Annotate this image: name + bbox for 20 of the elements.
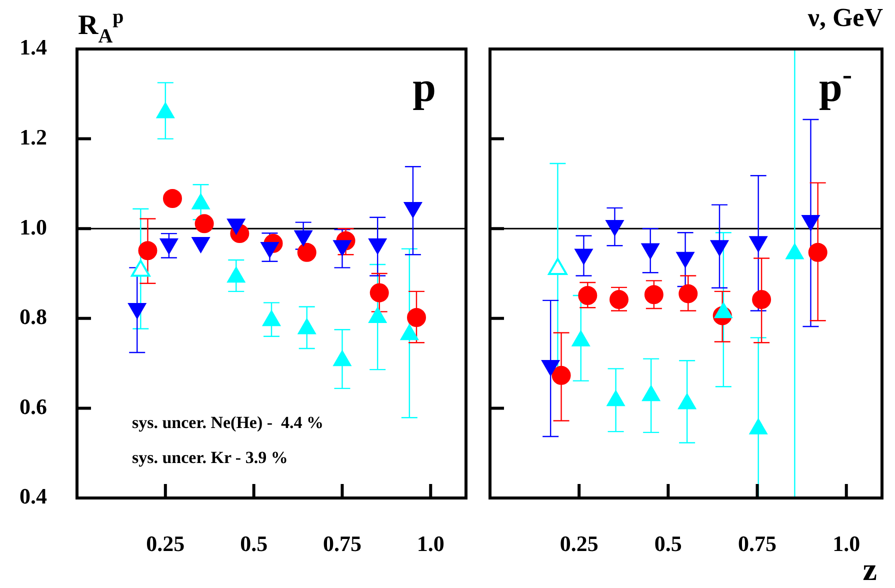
y-tick-label: 1.0	[20, 214, 47, 240]
annotation: sys. uncer. Ne(He) - 4.4 %	[132, 413, 324, 432]
x-tick-label: 0.25	[146, 530, 185, 556]
x-tick-label: 0.75	[322, 530, 362, 556]
x-axis-title: z	[862, 551, 877, 587]
annotation: p-	[818, 59, 852, 111]
y-tick-label: 0.8	[20, 304, 47, 330]
x-tick-label: 1.0	[832, 530, 860, 556]
y-tick-label: 1.2	[20, 124, 47, 150]
x-tick-label: 0.5	[240, 530, 268, 556]
annotation: p	[412, 65, 436, 111]
x-tick-label: 0.75	[738, 530, 777, 556]
y-tick-label: 0.4	[20, 484, 47, 509]
x-tick-label: 0.25	[560, 530, 598, 556]
chart-title: ν, GeV	[806, 3, 884, 32]
annotation: sys. uncer. Kr - 3.9 %	[132, 448, 288, 467]
x-tick-label: 1.0	[416, 530, 444, 556]
y-tick-label: 0.6	[20, 394, 47, 419]
x-tick-label: 0.5	[654, 530, 682, 556]
y-tick-label: 1.4	[20, 34, 47, 60]
